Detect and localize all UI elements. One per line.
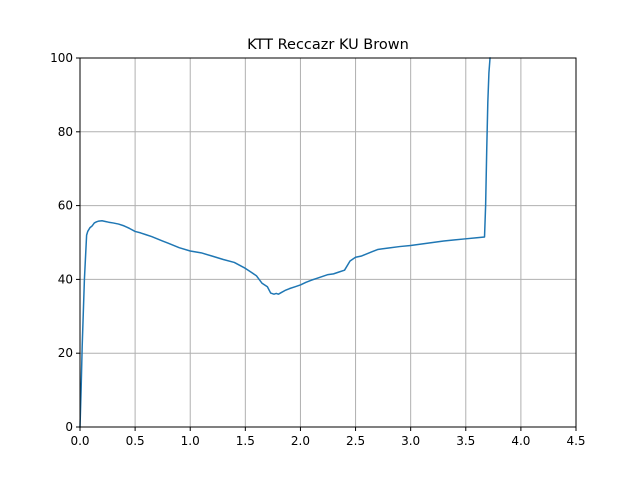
- x-tick-label: 0.5: [126, 434, 145, 448]
- y-tick-label: 60: [58, 199, 73, 213]
- y-tick-label: 0: [65, 420, 73, 434]
- x-axis-ticks: 0.0 0.5 1.0 1.5 2.0 2.5 3.0 3.5 4.0 4.5: [70, 427, 586, 448]
- x-tick-label: 1.0: [181, 434, 200, 448]
- x-tick-label: 2.0: [291, 434, 310, 448]
- y-tick-label: 80: [58, 125, 73, 139]
- x-tick-label: 3.5: [456, 434, 475, 448]
- y-tick-label: 20: [58, 346, 73, 360]
- y-tick-label: 40: [58, 272, 73, 286]
- chart-title: KTT Reccazr KU Brown: [247, 37, 409, 53]
- x-tick-label: 0.0: [70, 434, 89, 448]
- y-tick-label: 100: [50, 51, 73, 65]
- y-axis-ticks: 0 20 40 60 80 100: [50, 51, 80, 434]
- x-tick-label: 3.0: [401, 434, 420, 448]
- x-tick-label: 4.0: [511, 434, 530, 448]
- series-line: [79, 57, 491, 428]
- x-tick-label: 1.5: [236, 434, 255, 448]
- x-tick-label: 2.5: [346, 434, 365, 448]
- x-tick-label: 4.5: [566, 434, 585, 448]
- plot-frame: [79, 57, 577, 428]
- series-layer: [79, 57, 491, 428]
